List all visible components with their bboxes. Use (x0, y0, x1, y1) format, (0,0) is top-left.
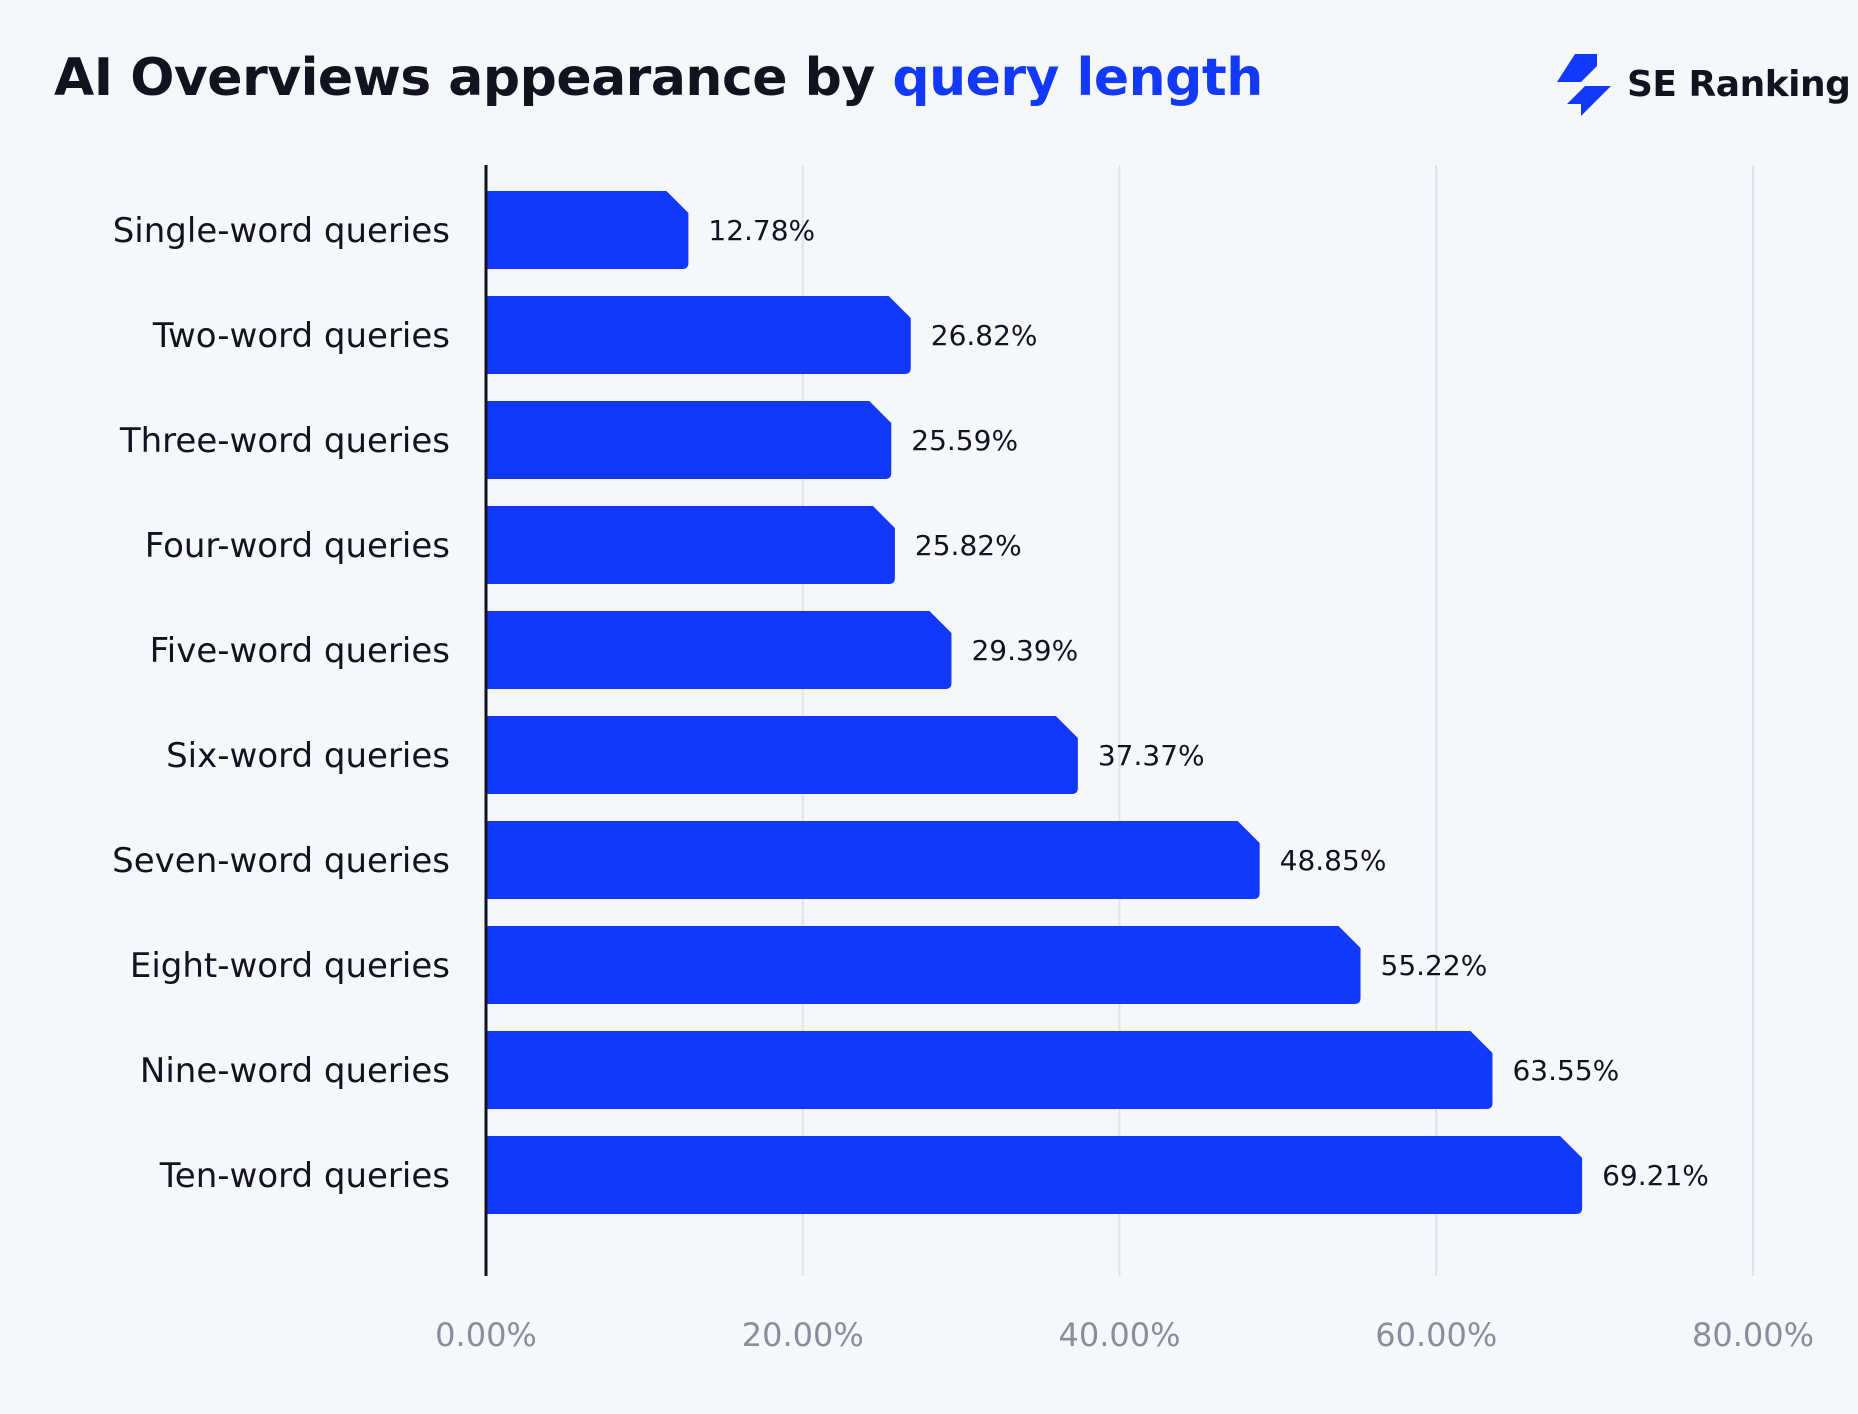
bar (486, 1136, 1583, 1214)
logo: SE Ranking (1555, 52, 1851, 116)
category-label: Two-word queries (152, 316, 450, 356)
value-label: 25.59% (911, 424, 1018, 457)
x-tick-label: 80.00% (1692, 1316, 1814, 1354)
value-label: 63.55% (1512, 1054, 1619, 1087)
logo-text: SE Ranking (1627, 63, 1851, 105)
category-label: Single-word queries (113, 211, 450, 251)
bar (486, 506, 895, 584)
category-label: Ten-word queries (159, 1156, 450, 1196)
category-label: Three-word queries (119, 421, 450, 461)
value-label: 26.82% (931, 319, 1038, 352)
value-label: 55.22% (1381, 949, 1488, 982)
x-tick-label: 20.00% (742, 1316, 864, 1354)
se-ranking-bolt-icon (1557, 54, 1611, 116)
value-label: 69.21% (1602, 1159, 1709, 1192)
category-label: Nine-word queries (140, 1051, 450, 1091)
title-highlight: query length (892, 48, 1263, 108)
bar (486, 611, 952, 689)
value-label: 25.82% (915, 529, 1022, 562)
category-label: Eight-word queries (130, 946, 450, 986)
category-label: Five-word queries (150, 631, 450, 671)
bar (486, 401, 892, 479)
value-label: 48.85% (1280, 844, 1387, 877)
bar (486, 926, 1361, 1004)
title-prefix: AI Overviews appearance by (54, 48, 893, 108)
value-label: 12.78% (708, 214, 815, 247)
bar (486, 716, 1078, 794)
x-tick-label: 0.00% (435, 1316, 537, 1354)
bar (486, 296, 911, 374)
x-tick-label: 40.00% (1058, 1316, 1180, 1354)
value-label: 37.37% (1098, 739, 1205, 772)
category-label: Seven-word queries (112, 841, 450, 881)
category-label: Six-word queries (166, 736, 450, 776)
chart-title: AI Overviews appearance by query length (54, 48, 1263, 108)
category-label: Four-word queries (145, 526, 450, 566)
value-label: 29.39% (971, 634, 1078, 667)
bar (486, 821, 1260, 899)
x-tick-label: 60.00% (1375, 1316, 1497, 1354)
bar (486, 1031, 1493, 1109)
bar (486, 191, 689, 269)
